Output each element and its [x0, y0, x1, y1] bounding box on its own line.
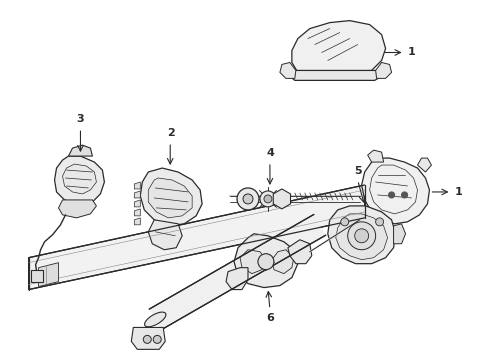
- Text: 5: 5: [354, 166, 361, 176]
- Polygon shape: [54, 156, 104, 204]
- Circle shape: [153, 336, 161, 343]
- Polygon shape: [393, 224, 406, 244]
- Polygon shape: [234, 234, 298, 288]
- Polygon shape: [226, 268, 248, 289]
- Polygon shape: [280, 62, 296, 78]
- Polygon shape: [148, 178, 192, 218]
- Polygon shape: [240, 250, 266, 274]
- Polygon shape: [272, 250, 294, 274]
- Polygon shape: [376, 62, 392, 78]
- Text: 1: 1: [408, 48, 416, 58]
- Polygon shape: [362, 158, 429, 224]
- Polygon shape: [134, 209, 140, 216]
- Ellipse shape: [145, 312, 166, 327]
- Circle shape: [401, 192, 408, 198]
- Polygon shape: [148, 220, 182, 250]
- Circle shape: [389, 192, 394, 198]
- Circle shape: [348, 222, 376, 250]
- Circle shape: [258, 254, 274, 270]
- Polygon shape: [28, 185, 365, 289]
- Polygon shape: [417, 158, 432, 172]
- Polygon shape: [134, 191, 140, 198]
- Polygon shape: [292, 21, 386, 78]
- Text: 6: 6: [266, 314, 274, 324]
- Text: 1: 1: [454, 187, 462, 197]
- Polygon shape: [368, 150, 384, 162]
- Polygon shape: [140, 168, 202, 226]
- Polygon shape: [336, 214, 388, 260]
- Circle shape: [376, 218, 384, 226]
- Circle shape: [243, 194, 253, 204]
- Circle shape: [341, 218, 349, 226]
- Polygon shape: [63, 164, 97, 194]
- Polygon shape: [39, 263, 58, 287]
- Polygon shape: [288, 240, 312, 264]
- Polygon shape: [134, 182, 140, 189]
- Polygon shape: [273, 189, 291, 209]
- Polygon shape: [30, 270, 43, 282]
- Text: 4: 4: [267, 148, 275, 158]
- Circle shape: [260, 191, 276, 207]
- Circle shape: [355, 229, 368, 243]
- Text: 2: 2: [167, 128, 175, 138]
- Polygon shape: [369, 165, 417, 214]
- Polygon shape: [69, 145, 93, 156]
- Circle shape: [264, 195, 272, 203]
- Polygon shape: [58, 200, 97, 218]
- Polygon shape: [290, 71, 384, 80]
- Circle shape: [143, 336, 151, 343]
- Polygon shape: [134, 200, 140, 207]
- Polygon shape: [149, 215, 326, 330]
- Polygon shape: [134, 218, 140, 225]
- Polygon shape: [328, 206, 395, 264]
- Text: 3: 3: [76, 114, 84, 124]
- Polygon shape: [131, 328, 165, 349]
- Circle shape: [237, 188, 259, 210]
